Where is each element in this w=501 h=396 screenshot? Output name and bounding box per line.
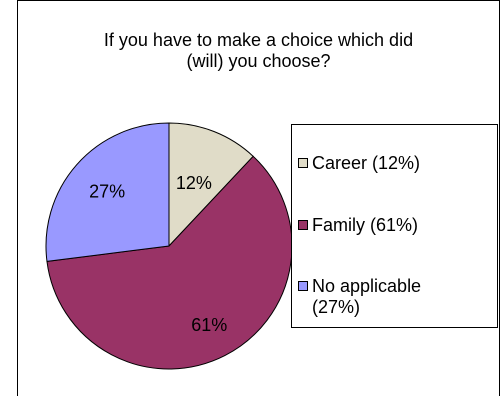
legend-item-not-applicable: No applicable (27%) bbox=[298, 276, 487, 318]
chart-legend: Career (12%) Family (61%) No applicable … bbox=[291, 124, 498, 328]
legend-swatch-not-applicable bbox=[298, 281, 308, 291]
legend-swatch-family bbox=[298, 220, 308, 230]
legend-label-not-applicable-line-1: No applicable bbox=[312, 276, 422, 296]
slice-career bbox=[168, 122, 254, 248]
chart-title: If you have to make a choice which did (… bbox=[17, 30, 500, 72]
legend-label-not-applicable: No applicable (27%) bbox=[312, 276, 487, 318]
legend-swatch-career bbox=[298, 158, 308, 168]
data-label-family: 61% bbox=[191, 315, 227, 335]
chart-title-line-2: (will) you choose? bbox=[186, 51, 331, 71]
data-label-not-applicable: 27% bbox=[89, 182, 125, 202]
legend-label-not-applicable-line-2: (27%) bbox=[312, 297, 361, 317]
slice-not-applicable bbox=[45, 122, 170, 262]
chart-frame bbox=[17, 0, 500, 396]
legend-item-career: Career (12%) bbox=[298, 153, 487, 174]
slice-family bbox=[46, 155, 293, 370]
chart-title-line-1: If you have to make a choice which did bbox=[103, 30, 414, 50]
data-label-career: 12% bbox=[176, 173, 212, 193]
legend-item-family: Family (61%) bbox=[298, 215, 487, 236]
legend-label-career: Career (12%) bbox=[312, 153, 421, 173]
legend-label-family: Family (61%) bbox=[312, 215, 419, 235]
